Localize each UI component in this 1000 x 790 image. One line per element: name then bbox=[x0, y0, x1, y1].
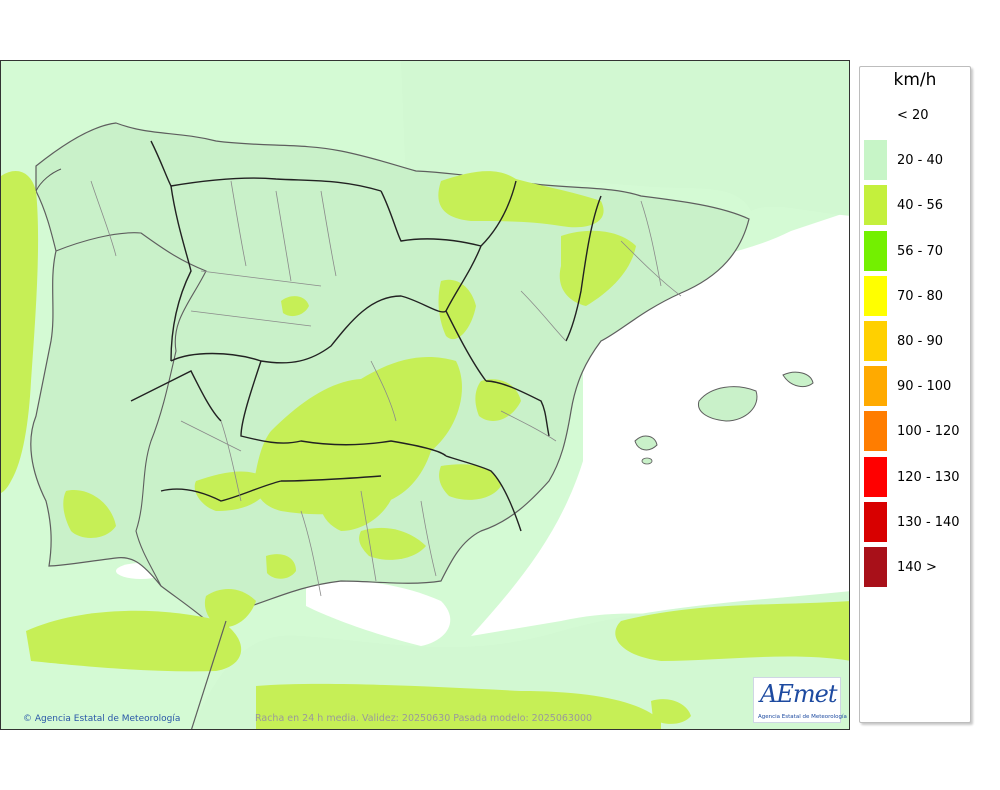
legend-swatch bbox=[864, 140, 887, 181]
legend-item: < 20 bbox=[864, 95, 968, 135]
calm-sea-alboran bbox=[306, 581, 451, 646]
legend-panel: km/h < 20 20 - 40 40 - 56 56 - 70 70 - 80 80 … bbox=[859, 66, 971, 723]
island-mallorca bbox=[697, 386, 758, 422]
legend-label: 70 - 80 bbox=[897, 288, 944, 304]
wind-area-iberian-system bbox=[438, 279, 476, 340]
province-borders bbox=[90, 180, 682, 597]
legend-item: 20 - 40 bbox=[864, 140, 968, 181]
legend-label: 100 - 120 bbox=[897, 424, 960, 440]
aemet-logo: AEmet Agencia Estatal de Meteorología bbox=[753, 677, 847, 723]
wind-area-granada bbox=[359, 527, 426, 560]
legend-label: 40 - 56 bbox=[897, 198, 944, 214]
wind-gust-map[interactable]: © Agencia Estatal de Meteorología Racha … bbox=[0, 60, 850, 730]
wind-area-murcia bbox=[439, 464, 501, 500]
legend-label: 120 - 130 bbox=[897, 469, 960, 485]
legend-swatch bbox=[864, 456, 887, 497]
legend-swatch bbox=[864, 275, 887, 316]
legend-item: 56 - 70 bbox=[864, 230, 968, 271]
wind-area-jaen bbox=[319, 474, 396, 531]
wind-area-atlantic-west bbox=[1, 171, 39, 493]
legend-label: 80 - 90 bbox=[897, 334, 944, 349]
legend-swatch bbox=[864, 411, 887, 452]
wind-area-valencia-inland bbox=[475, 379, 521, 421]
legend-swatch bbox=[864, 185, 887, 226]
copyright-text: © Agencia Estatal de Meteorología bbox=[23, 714, 181, 724]
portugal-border bbox=[55, 232, 207, 587]
map-canvas bbox=[1, 61, 849, 729]
wind-area-strait-gibraltar bbox=[204, 589, 256, 628]
legend-item: 90 - 100 bbox=[864, 366, 968, 407]
wind-area-castilla-leon bbox=[281, 296, 309, 317]
wind-area-castilla-la-mancha bbox=[254, 357, 462, 515]
region-borders bbox=[130, 140, 602, 532]
legend-swatch bbox=[864, 366, 887, 407]
wind-area-tunisia bbox=[651, 699, 691, 724]
legend-label: 140 > bbox=[897, 560, 937, 575]
logo-wordmark: AEmet bbox=[760, 680, 837, 708]
wind-area-extremadura-south bbox=[194, 471, 271, 511]
minho-border bbox=[35, 168, 62, 192]
calm-sea-mediterranean bbox=[471, 211, 849, 680]
legend-swatch bbox=[864, 321, 887, 361]
legend-swatch bbox=[864, 95, 887, 135]
france-land bbox=[401, 61, 849, 216]
map-caption: Racha en 24 h media. Validez: 20250630 P… bbox=[255, 713, 593, 724]
legend-swatch bbox=[864, 547, 887, 587]
legend-title: km/h bbox=[893, 70, 937, 90]
legend-label: 56 - 70 bbox=[897, 243, 944, 259]
wind-area-africa-south bbox=[256, 683, 661, 729]
legend-item: 140 > bbox=[864, 547, 968, 587]
copyright-label: Agencia Estatal de Meteorología bbox=[34, 714, 181, 724]
wind-area-algeria bbox=[615, 601, 849, 661]
island-menorca bbox=[782, 371, 814, 388]
africa-coast bbox=[191, 620, 227, 729]
island-ibiza bbox=[634, 435, 658, 451]
legend-label: < 20 bbox=[897, 108, 929, 123]
legend-label: 90 - 100 bbox=[897, 379, 952, 395]
legend-item: 70 - 80 bbox=[864, 275, 968, 316]
legend-item: 40 - 56 bbox=[864, 185, 968, 226]
wind-area-ebro-north bbox=[438, 171, 604, 228]
island-formentera bbox=[641, 457, 653, 465]
legend-item: 120 - 130 bbox=[864, 456, 968, 497]
legend-item: 80 - 90 bbox=[864, 321, 968, 361]
wind-area-ebro-valley bbox=[559, 230, 636, 306]
logo-subtext: Agencia Estatal de Meteorología bbox=[758, 714, 847, 720]
wind-area-gulf-cadiz bbox=[63, 490, 116, 538]
legend-label: 20 - 40 bbox=[897, 153, 944, 169]
legend-item: 130 - 140 bbox=[864, 501, 968, 542]
legend-item: 100 - 120 bbox=[864, 411, 968, 452]
legend-swatch bbox=[864, 230, 887, 271]
legend-swatch bbox=[864, 501, 887, 542]
wind-area-strait-west bbox=[26, 610, 242, 672]
wind-area-malaga bbox=[266, 554, 296, 579]
legend-label: 130 - 140 bbox=[897, 514, 960, 530]
